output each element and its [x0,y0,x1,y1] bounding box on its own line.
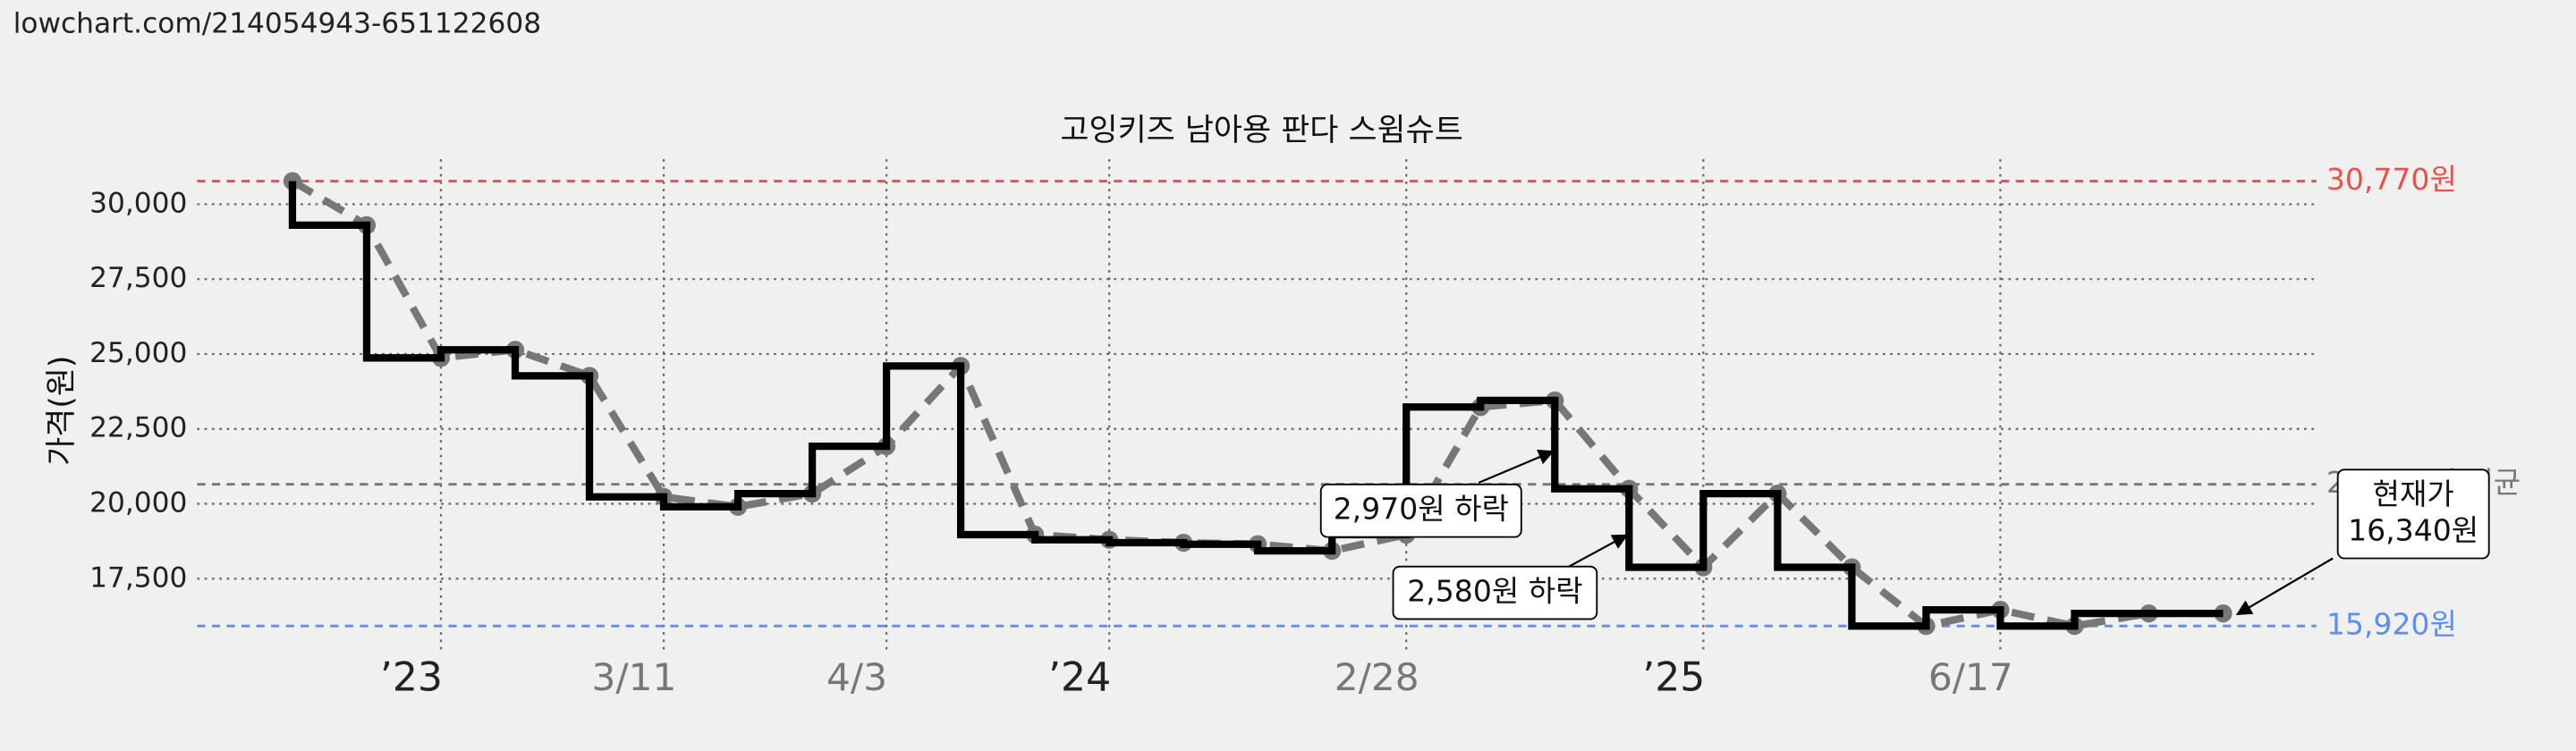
x-tick-label: ’24 [1048,654,1111,700]
current-price-text: 16,340원 [2348,513,2479,548]
x-tick-label: ’25 [1642,654,1705,700]
y-tick-label: 17,500 [89,561,187,594]
current-price-text: 현재가 [2373,477,2454,511]
y-tick-label: 22,500 [89,412,187,444]
drop-annotation-arrow [1478,449,1555,485]
price-step-line [288,181,2224,630]
y-tick-label: 20,000 [89,486,187,519]
current-price-arrow [2235,557,2334,616]
trend-line [290,178,2224,630]
drop-annotation-arrow [1568,534,1629,568]
x-tick-label: 4/3 [826,655,887,699]
url: lowchart.com/214054943-651122608 [13,8,541,40]
x-tick-label: ’23 [380,654,443,700]
drop-annotation-box [1319,483,1522,538]
y-tick-label: 27,500 [89,262,187,294]
x-tick-label: 6/17 [1928,655,2013,699]
reference-label: 30,770원 [2326,162,2457,197]
y-tick-label: 30,000 [89,187,187,219]
chart-title: 고잉키즈 남아용 판다 스윔슈트 [1060,113,1462,148]
y-axis-label: 가격(원) [44,355,80,465]
drop-annotation-text: 2,580원 하락 [1407,574,1582,609]
reference-label: 15,920원 [2326,607,2457,642]
drop-annotation-box [1392,565,1598,620]
x-tick-label: 3/11 [592,655,677,699]
current-price-box [2336,468,2490,560]
y-tick-label: 25,000 [89,337,187,369]
x-tick-label: 2/28 [1335,655,1419,699]
drop-annotation-text: 2,970원 하락 [1334,492,1509,527]
